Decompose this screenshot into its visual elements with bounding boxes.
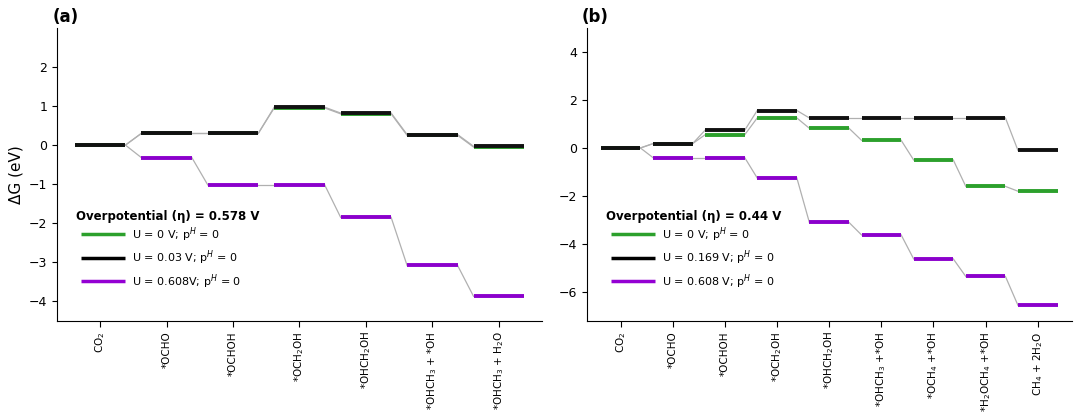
Text: U = 0.608V; p$^H$ = 0: U = 0.608V; p$^H$ = 0 <box>132 272 242 291</box>
Text: U = 0.169 V; p$^H$ = 0: U = 0.169 V; p$^H$ = 0 <box>662 249 774 267</box>
Text: (b): (b) <box>582 8 609 26</box>
Text: U = 0 V; p$^H$ = 0: U = 0 V; p$^H$ = 0 <box>662 225 750 244</box>
Text: Overpotential (η) = 0.44 V: Overpotential (η) = 0.44 V <box>606 210 782 223</box>
Text: (a): (a) <box>52 8 78 26</box>
Text: U = 0 V; p$^H$ = 0: U = 0 V; p$^H$ = 0 <box>132 225 220 244</box>
Text: U = 0.03 V; p$^H$ = 0: U = 0.03 V; p$^H$ = 0 <box>132 249 238 267</box>
Text: U = 0.608 V; p$^H$ = 0: U = 0.608 V; p$^H$ = 0 <box>662 272 774 291</box>
Y-axis label: ΔG (eV): ΔG (eV) <box>9 145 24 204</box>
Text: Overpotential (η) = 0.578 V: Overpotential (η) = 0.578 V <box>77 210 260 223</box>
